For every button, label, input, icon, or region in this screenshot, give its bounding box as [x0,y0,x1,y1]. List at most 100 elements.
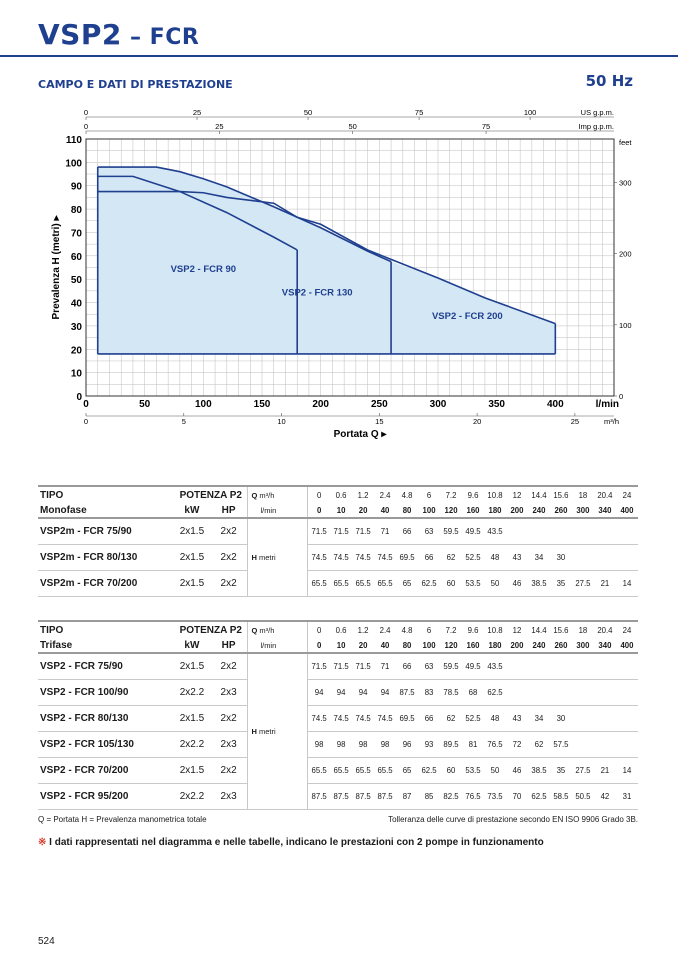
head-value: 49.5 [462,653,484,680]
model-hp: 2x2 [209,544,249,571]
head-value: 73.5 [484,783,506,810]
head-value: 71.5 [330,653,353,680]
feet-unit-label: feet [619,138,632,147]
x-tick-label: 400 [547,399,564,410]
series-curve-2 [97,166,392,263]
h-label: H [251,553,257,562]
head-value: 74.5 [352,544,375,571]
head-value: 69.5 [396,705,419,732]
metri-label: metri [258,553,276,562]
m3h-unit-label: m³/h [604,417,619,426]
head-value: 74.5 [352,705,375,732]
head-value: 46 [505,757,528,784]
head-value: 82.5 [440,783,463,810]
q-m3h-header: 24 [622,490,632,500]
head-value: 74.5 [374,544,397,571]
head-value [571,653,594,680]
head-value: 87.5 [307,783,331,810]
q-m3h-header: 18 [578,625,588,635]
head-value [615,653,638,680]
q-lmin-header: 400 [615,503,638,519]
y-axis-label: Prevalenza H (metri) ▸ [51,215,62,320]
q-lmin-header: 40 [374,503,397,519]
section-title: CAMPO E DATI DI PRESTAZIONE [38,78,233,91]
header-q-unit: Q m³/h [247,622,309,638]
head-value: 30 [549,544,572,571]
model-name: VSP2 - FCR 95/200 [38,783,175,810]
table-row: VSP2 - FCR 105/130 2x2.2 2x3 98 98 98 98 96 93 89… [38,731,638,758]
table-row: VSP2 - FCR 95/200 2x2.2 2x3 87.5 87.5 87.5 87.… [38,783,638,810]
model-hp: 2x3 [209,679,249,706]
head-value: 62.5 [484,679,506,706]
head-value: 50.5 [571,783,594,810]
page-title: VSP2 – FCR [38,18,200,51]
q-lmin-header: 40 [374,638,397,654]
m3h-label: m³/h [259,490,275,500]
head-value [549,679,572,706]
head-value [593,679,616,706]
q-lmin-header: 180 [484,638,506,654]
head-value: 71.5 [352,518,375,545]
q-m3h-header: 4.8 [401,490,413,500]
head-value: 89.5 [440,731,463,758]
operating-area [97,167,556,354]
impgpm-unit-label: Imp g.p.m. [579,122,614,131]
model-hp: 2x2 [209,653,249,680]
head-value: 63 [418,518,441,545]
model-kw: 2x1.5 [174,544,210,571]
q-lmin-header: 400 [615,638,638,654]
head-value: 66 [418,705,441,732]
q-m3h-header: 6 [426,625,432,635]
head-value [571,705,594,732]
q-lmin-header: 180 [484,503,506,519]
impgpm-tick-label: 50 [349,122,357,131]
q-m3h-header: 2.4 [379,625,391,635]
model-name: VSP2m - FCR 70/200 [38,570,175,597]
header-q-unit: Q m³/h [247,487,309,503]
x-tick-label: 300 [430,399,447,410]
head-value: 72 [505,731,528,758]
header-hp: HP [209,503,249,519]
header-kw: kW [174,638,210,654]
model-hp: 2x2 [209,570,249,597]
head-value: 43.5 [484,518,506,545]
model-kw: 2x1.5 [174,757,210,784]
head-value [615,705,638,732]
head-value: 30 [549,705,572,732]
q-m3h-header: 1.2 [357,625,369,635]
y-tick-label: 60 [71,252,83,263]
head-value: 48 [484,705,506,732]
head-value: 98 [307,731,331,758]
q-m3h-header: 18 [578,490,588,500]
x-tick-label: 250 [371,399,388,410]
m3h-tick-label: 0 [84,417,88,426]
q-label: Q [251,625,258,635]
head-value: 66 [396,518,419,545]
feet-tick-label: 100 [619,321,632,330]
head-value: 71.5 [307,653,331,680]
x-tick-label: 50 [139,399,151,410]
header-hp: HP [209,638,249,654]
q-m3h-header: 0.6 [335,625,347,635]
x-tick-label: 0 [83,399,89,410]
head-value [593,731,616,758]
head-value: 48 [484,544,506,571]
x-axis-label: Portata Q ▸ [334,429,388,440]
usgpm-tick-label: 75 [415,108,423,117]
footnote: ※ I dati rappresentati nel diagramma e n… [38,837,544,848]
impgpm-tick-label: 75 [482,122,490,131]
model-kw: 2x2.2 [174,783,210,810]
head-value: 66 [396,653,419,680]
head-value: 71.5 [330,518,353,545]
usgpm-tick-label: 0 [84,108,88,117]
head-value: 57.5 [549,731,572,758]
model-name: VSP2 - FCR 70/200 [38,757,175,784]
header-row: Monofase kW HP l/min 0 10 20 40 80 100 120 160 180 20… [38,503,638,519]
region-label: VSP2 - FCR 130 [282,288,353,299]
head-value: 66 [418,544,441,571]
head-value: 53.5 [462,757,484,784]
head-value: 65 [396,570,419,597]
q-m3h-header: 7.2 [445,625,457,635]
y-tick-label: 110 [66,135,83,146]
usgpm-tick-label: 50 [304,108,312,117]
